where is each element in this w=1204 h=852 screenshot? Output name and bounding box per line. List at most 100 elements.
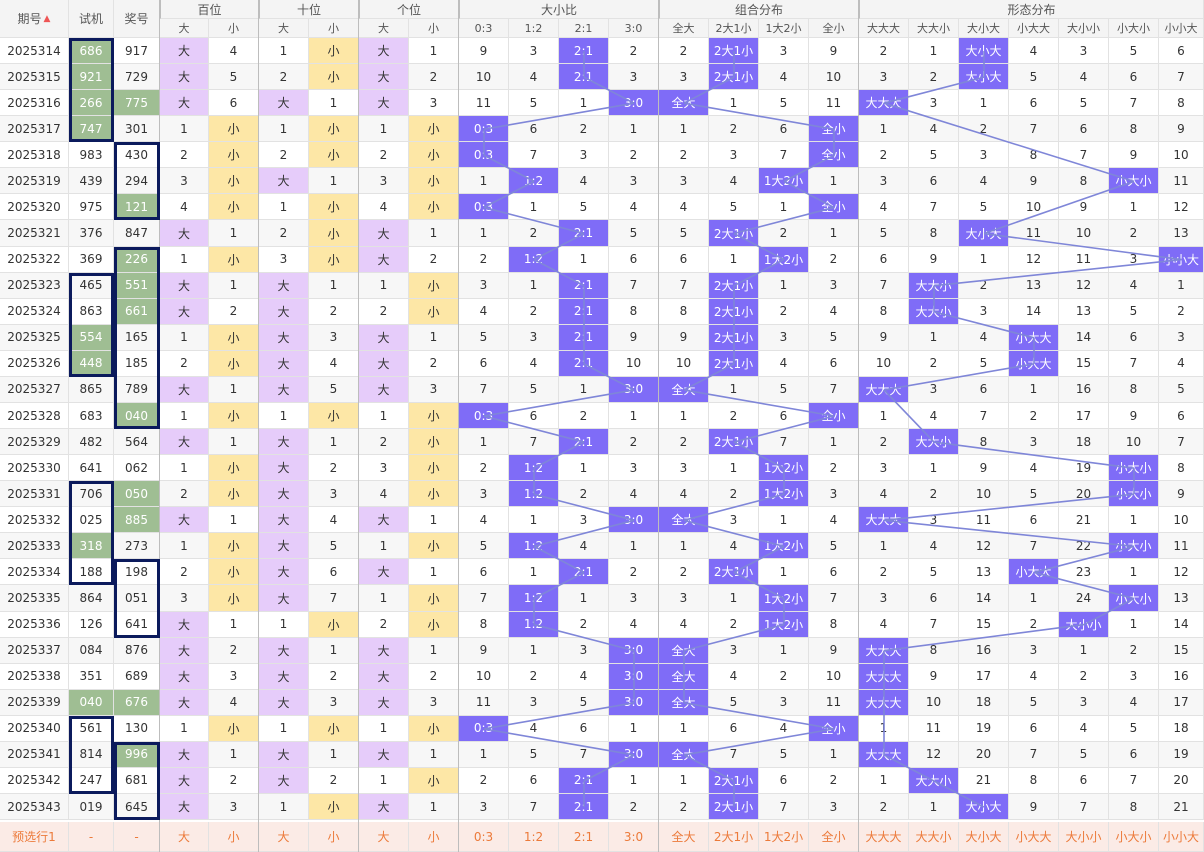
combo-cell: 3 bbox=[659, 455, 709, 482]
units-small-cell: 1 bbox=[409, 559, 459, 586]
hundreds-big-cell: 2 bbox=[160, 142, 209, 169]
form-cell: 1 bbox=[909, 38, 959, 65]
combo-hit-cell: 1大2小 bbox=[759, 611, 809, 638]
hundreds-big-cell: 大 bbox=[160, 663, 209, 690]
ratio-cell: 1 bbox=[609, 533, 659, 560]
ratio-cell: 2 bbox=[459, 767, 509, 795]
combo-hit-cell: 2大1小 bbox=[709, 64, 759, 91]
hundreds-big-cell: 2 bbox=[160, 481, 209, 508]
form-cell: 4 bbox=[959, 168, 1009, 195]
hundreds-small-cell: 小 bbox=[209, 168, 259, 195]
ratio-cell: 6 bbox=[459, 350, 509, 377]
tens-big-cell: 大 bbox=[259, 429, 309, 456]
hundreds-big-cell: 大 bbox=[160, 64, 209, 91]
footer-select-cell[interactable]: 0:3 bbox=[459, 822, 509, 852]
form-cell: 6 bbox=[859, 246, 909, 273]
combo-cell: 1 bbox=[709, 376, 759, 403]
footer-select-cell[interactable]: 小 bbox=[409, 822, 459, 852]
combo-hit-cell: 2大1小 bbox=[709, 324, 759, 351]
footer-select-cell[interactable]: 小 bbox=[209, 822, 259, 852]
combo-cell: 11 bbox=[809, 689, 859, 716]
units-small-header: 小 bbox=[409, 19, 459, 38]
footer-select-cell[interactable]: 3:0 bbox=[609, 822, 659, 852]
ratio-hit-cell: 1:2 bbox=[509, 246, 559, 273]
footer-select-cell[interactable]: 大大小 bbox=[909, 822, 959, 852]
combo-cell: 7 bbox=[659, 272, 709, 299]
combo-cell: 10 bbox=[659, 350, 709, 377]
form-cell: 7 bbox=[1159, 429, 1204, 456]
combo-cell: 3 bbox=[759, 689, 809, 716]
units-big-cell: 1 bbox=[359, 585, 409, 612]
ratio-cell: 7 bbox=[459, 585, 509, 612]
footer-select-cell[interactable]: 1大2小 bbox=[759, 822, 809, 852]
form-col-header: 小大大 bbox=[1009, 19, 1059, 38]
draw-cell: 789 bbox=[114, 376, 160, 403]
hundreds-big-cell: 1 bbox=[160, 324, 209, 351]
footer-select-cell[interactable]: 1:2 bbox=[509, 822, 559, 852]
ratio-cell: 2 bbox=[609, 794, 659, 821]
tens-small-cell: 3 bbox=[309, 689, 359, 716]
combo-cell: 5 bbox=[809, 533, 859, 560]
footer-select-cell[interactable]: 小小大 bbox=[1159, 822, 1204, 852]
form-cell: 18 bbox=[1059, 429, 1109, 456]
combo-cell: 4 bbox=[659, 611, 709, 638]
footer-select-cell[interactable]: 大小小 bbox=[1059, 822, 1109, 852]
form-cell: 11 bbox=[1159, 168, 1204, 195]
form-cell: 17 bbox=[959, 663, 1009, 690]
footer-select-cell[interactable]: 小大小 bbox=[1109, 822, 1159, 852]
period-header[interactable]: 期号 ▲ bbox=[0, 0, 69, 38]
form-cell: 6 bbox=[1109, 741, 1159, 768]
ratio-hit-cell: 0:3 bbox=[459, 194, 509, 221]
period-cell: 2025332 bbox=[0, 507, 69, 534]
ratio-cell: 4 bbox=[559, 168, 609, 195]
period-cell: 2025338 bbox=[0, 663, 69, 690]
tens-big-cell: 大 bbox=[259, 559, 309, 586]
units-small-cell: 1 bbox=[409, 324, 459, 351]
tens-big-cell: 2 bbox=[259, 64, 309, 91]
form-cell: 6 bbox=[1109, 64, 1159, 91]
footer-select-cell[interactable]: 小 bbox=[309, 822, 359, 852]
tens-big-cell: 大 bbox=[259, 168, 309, 195]
tens-big-cell: 大 bbox=[259, 689, 309, 716]
combo-cell: 2 bbox=[759, 298, 809, 325]
combo-cell: 7 bbox=[759, 794, 809, 821]
tens-big-cell: 1 bbox=[259, 715, 309, 742]
hundreds-big-cell: 大 bbox=[160, 90, 209, 117]
form-cell: 6 bbox=[1109, 324, 1159, 351]
units-big-cell: 大 bbox=[359, 220, 409, 247]
footer-select-cell[interactable]: 2:1 bbox=[559, 822, 609, 852]
combo-col-header: 全小 bbox=[809, 19, 859, 38]
footer-select-cell[interactable]: 大大大 bbox=[859, 822, 909, 852]
combo-cell: 3 bbox=[709, 637, 759, 664]
form-cell: 12 bbox=[959, 533, 1009, 560]
period-cell: 2025335 bbox=[0, 585, 69, 612]
units-small-cell: 2 bbox=[409, 246, 459, 273]
footer-select-cell[interactable]: 大小大 bbox=[959, 822, 1009, 852]
trial-cell: 814 bbox=[69, 741, 114, 768]
combo-hit-cell: 2大1小 bbox=[709, 350, 759, 377]
sort-icon[interactable]: ▲ bbox=[43, 13, 51, 24]
footer-select-cell[interactable]: 全大 bbox=[659, 822, 709, 852]
combo-col-header: 1大2小 bbox=[759, 19, 809, 38]
footer-select-cell[interactable]: 大 bbox=[359, 822, 409, 852]
footer-select-cell[interactable]: 全小 bbox=[809, 822, 859, 852]
ratio-cell: 7 bbox=[609, 272, 659, 299]
combo-cell: 1 bbox=[659, 533, 709, 560]
ratio-cell: 1 bbox=[509, 637, 559, 664]
hundreds-small-cell: 1 bbox=[209, 507, 259, 534]
form-cell: 3 bbox=[909, 507, 959, 534]
trial-cell: 019 bbox=[69, 794, 114, 821]
footer-select-cell[interactable]: 2大1小 bbox=[709, 822, 759, 852]
form-cell: 3 bbox=[959, 142, 1009, 169]
form-cell: 5 bbox=[1109, 298, 1159, 325]
form-cell: 15 bbox=[1059, 350, 1109, 377]
form-cell: 15 bbox=[1159, 637, 1204, 664]
form-cell: 5 bbox=[1109, 715, 1159, 742]
footer-select-cell[interactable]: 大 bbox=[160, 822, 209, 852]
ratio-cell: 3 bbox=[509, 689, 559, 716]
tens-small-cell: 1 bbox=[309, 429, 359, 456]
footer-select-cell[interactable]: 小大大 bbox=[1009, 822, 1059, 852]
group-divider bbox=[258, 0, 259, 852]
footer-select-cell[interactable]: 大 bbox=[259, 822, 309, 852]
form-col-header: 小大小 bbox=[1109, 19, 1159, 38]
